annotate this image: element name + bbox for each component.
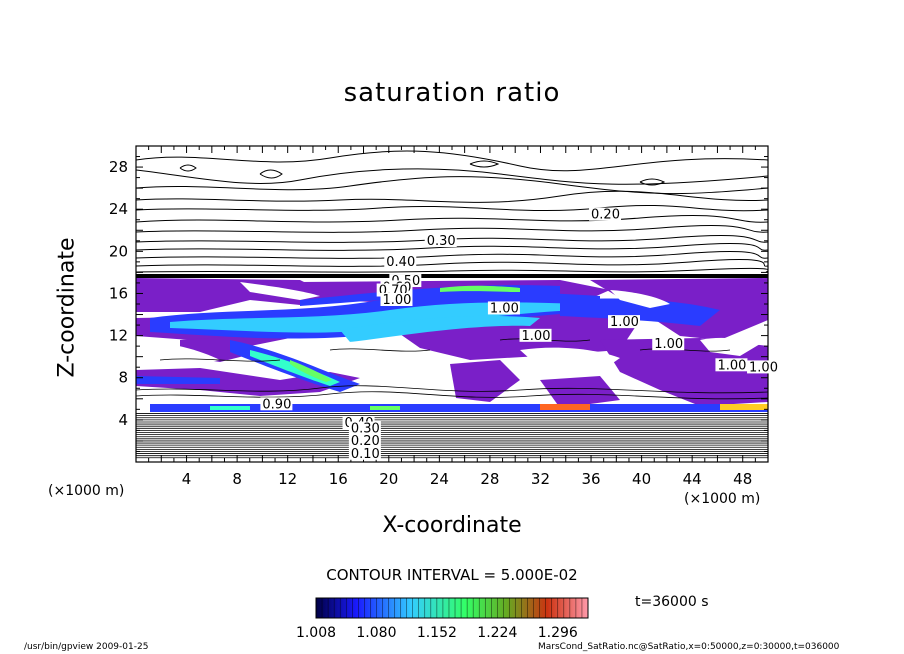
contour-label: 1.00: [654, 337, 683, 352]
y-tick-label: 8: [118, 369, 128, 387]
chart-title: saturation ratio: [343, 78, 561, 108]
colorbar-tick-label: 1.080: [356, 625, 396, 641]
y-tick-label: 12: [109, 327, 128, 345]
low-contour-line: [136, 448, 768, 451]
contour-label-bg: [715, 358, 748, 372]
contour-label-bg: [348, 434, 381, 448]
low-contour-line: [136, 429, 768, 432]
low-contour-line: [136, 433, 768, 436]
contour-label-bg: [348, 421, 381, 435]
contour-label-bg: [589, 207, 622, 221]
low-contour-line: [136, 450, 768, 453]
low-contour-line: [136, 442, 768, 444]
low-contour-line: [136, 437, 768, 440]
x-unit-right: (×1000 m): [684, 491, 761, 507]
colorbar-tick-label: 1.296: [538, 625, 578, 641]
contour-label-bg: [384, 255, 417, 269]
y-tick-label: 20: [109, 242, 128, 260]
contour-label: 0.30: [427, 234, 456, 249]
low-contour-line: [136, 446, 768, 449]
colorbar-tick-label: 1.152: [417, 625, 457, 641]
colorbar-tick-label: 1.008: [296, 625, 336, 641]
x-tick-label: 44: [683, 470, 702, 488]
supersaturation-bands: [136, 285, 768, 412]
contour-label-bg: [608, 315, 640, 329]
mid-contours: [136, 338, 768, 400]
low-contour-line: [136, 425, 768, 428]
contour-label-bg: [519, 328, 552, 342]
low-contour-line: [136, 427, 768, 430]
low-contour-line: [136, 440, 768, 442]
x-tick-label: 16: [329, 470, 348, 488]
contour-label-bg: [348, 446, 381, 460]
x-tick-label: 40: [632, 470, 651, 488]
x-tick-label: 48: [733, 470, 752, 488]
contour-label-bg: [487, 301, 520, 315]
contour-label: 0.30: [351, 422, 380, 437]
x-tick-label: 28: [480, 470, 499, 488]
x-tick-label: 12: [278, 470, 297, 488]
low-contour-line: [136, 452, 768, 455]
x-tick-label: 24: [430, 470, 449, 488]
low-contour-line: [136, 416, 768, 419]
y-tick-label: 24: [109, 200, 128, 218]
contour-label-bg: [380, 293, 413, 306]
contour-label-bg: [652, 337, 685, 351]
colorbar: [315, 597, 589, 619]
low-contour-line: [136, 431, 768, 434]
contour-label: 1.00: [522, 329, 551, 344]
contour-label: 1.00: [490, 301, 519, 316]
low-contour-line: [136, 423, 768, 425]
y-tick-label: 16: [109, 284, 128, 302]
low-contour-line: [136, 419, 768, 421]
low-contour-line: [136, 435, 768, 438]
footer-right: MarsCond_SatRatio.nc@SatRatio,x=0:50000,…: [538, 642, 840, 652]
upper-contours: [136, 150, 768, 273]
contour-label: 0.10: [351, 447, 380, 462]
contour-label: 0.20: [591, 208, 620, 223]
low-contour-line: [136, 454, 768, 457]
clear-gaps: [136, 282, 760, 372]
low-contour-line: [136, 412, 768, 415]
y-tick-label: 4: [118, 411, 128, 429]
contour-label-bg: [747, 360, 780, 374]
x-tick-label: 36: [581, 470, 600, 488]
x-unit-left: (×1000 m): [48, 483, 125, 499]
low-contour-line: [136, 444, 768, 446]
contour-label: 0.90: [262, 397, 291, 412]
low-contour-line: [136, 414, 768, 417]
colorbar-tick-label: 1.224: [477, 625, 517, 641]
low-contour-line: [136, 456, 768, 459]
contour-label: 0.20: [351, 434, 380, 449]
plot-area: [136, 150, 768, 459]
y-axis-label: Z-coordinate: [54, 237, 80, 378]
contour-label: 1.00: [610, 315, 639, 330]
x-axis-label: X-coordinate: [382, 513, 522, 538]
contour-label: 0.40: [386, 255, 415, 270]
y-tick-label: 28: [109, 158, 128, 176]
contour-label: 1.00: [382, 293, 411, 308]
x-tick-label: 20: [379, 470, 398, 488]
x-tick-label: 8: [232, 470, 242, 488]
contour-label: 1.00: [749, 360, 778, 375]
contour-interval: CONTOUR INTERVAL = 5.000E-02: [326, 566, 578, 584]
footer-left: /usr/bin/gpview 2009-01-25: [24, 642, 149, 652]
x-tick-label: 32: [531, 470, 550, 488]
contour-label-bg: [260, 397, 293, 411]
contour-label: 1.00: [717, 358, 746, 373]
x-tick-label: 4: [182, 470, 192, 488]
low-contour-line: [136, 421, 768, 423]
contour-label-bg: [424, 234, 457, 248]
time-label: t=36000 s: [635, 594, 709, 610]
